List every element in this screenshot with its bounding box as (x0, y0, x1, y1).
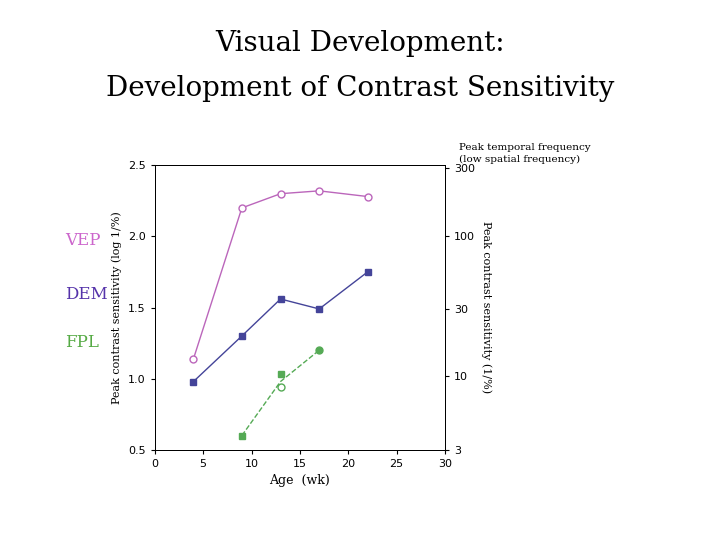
Text: (low spatial frequency): (low spatial frequency) (459, 155, 580, 164)
Y-axis label: Peak contrast sensitivity (1/%): Peak contrast sensitivity (1/%) (481, 221, 492, 394)
Text: FPL: FPL (65, 334, 99, 352)
Text: DEM: DEM (65, 286, 107, 303)
Y-axis label: Peak contrast sensitivity (log 1/%): Peak contrast sensitivity (log 1/%) (112, 211, 122, 404)
Text: Development of Contrast Sensitivity: Development of Contrast Sensitivity (106, 75, 614, 102)
Text: Visual Development:: Visual Development: (215, 30, 505, 57)
X-axis label: Age  (wk): Age (wk) (269, 475, 330, 488)
Text: VEP: VEP (65, 232, 100, 249)
Text: Peak temporal frequency: Peak temporal frequency (459, 143, 591, 152)
